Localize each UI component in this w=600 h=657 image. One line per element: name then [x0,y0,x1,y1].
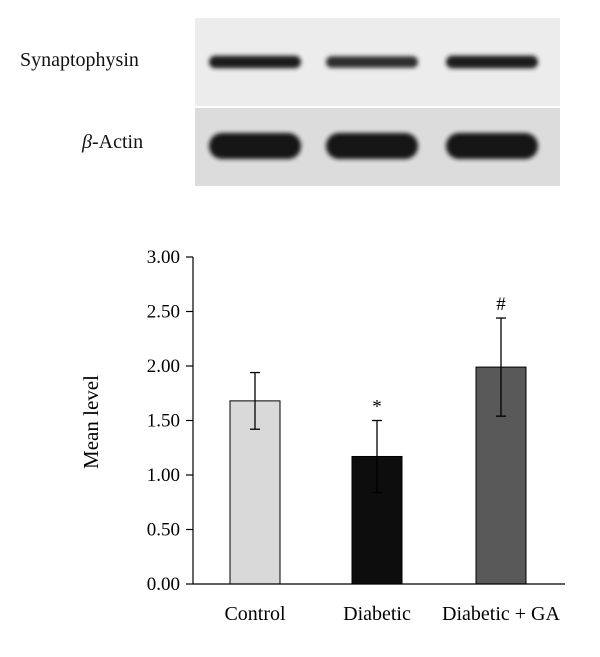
category-label: Control [224,603,286,625]
y-tick-label: 1.50 [147,411,180,432]
y-tick-label: 3.00 [147,247,180,268]
significance-label: * [372,397,382,418]
y-axis-ticks: 0.00 0.50 1.00 1.50 2.00 2.50 3.00 [147,247,193,595]
y-tick-label: 2.50 [147,302,180,323]
blot-band [446,133,538,159]
category-label: Diabetic + GA [442,603,560,625]
y-tick-label: 0.00 [147,574,180,595]
y-tick-label: 2.00 [147,356,180,377]
blot-band [209,55,301,69]
bar [229,400,281,585]
significance-labels: *# [372,294,506,417]
y-tick-label: 0.50 [147,520,180,541]
bar-chart: Mean level 0.000.501.001.502.002.503.00 … [79,247,565,625]
blot-band [326,133,418,159]
blot-band [446,55,538,69]
category-label: Diabetic [343,603,411,625]
actin-bands [209,133,538,159]
blot-label-actin-greek: β [81,131,92,153]
western-blot-panel: Synaptophysin β-Actin [20,18,560,186]
blot-band [326,56,418,68]
blot-label-actin-text: -Actin [92,131,143,153]
blot-label-actin: β-Actin [81,131,143,153]
blot-band [209,133,301,159]
blot-label-synaptophysin: Synaptophysin [20,49,139,71]
significance-label: # [496,294,506,315]
y-tick-label: 1.00 [147,465,180,486]
synaptophysin-bands [209,55,538,69]
y-axis-title: Mean level [79,375,103,469]
x-axis-categories: Control Diabetic Diabetic + GA [224,603,560,625]
error-bars [250,317,506,494]
